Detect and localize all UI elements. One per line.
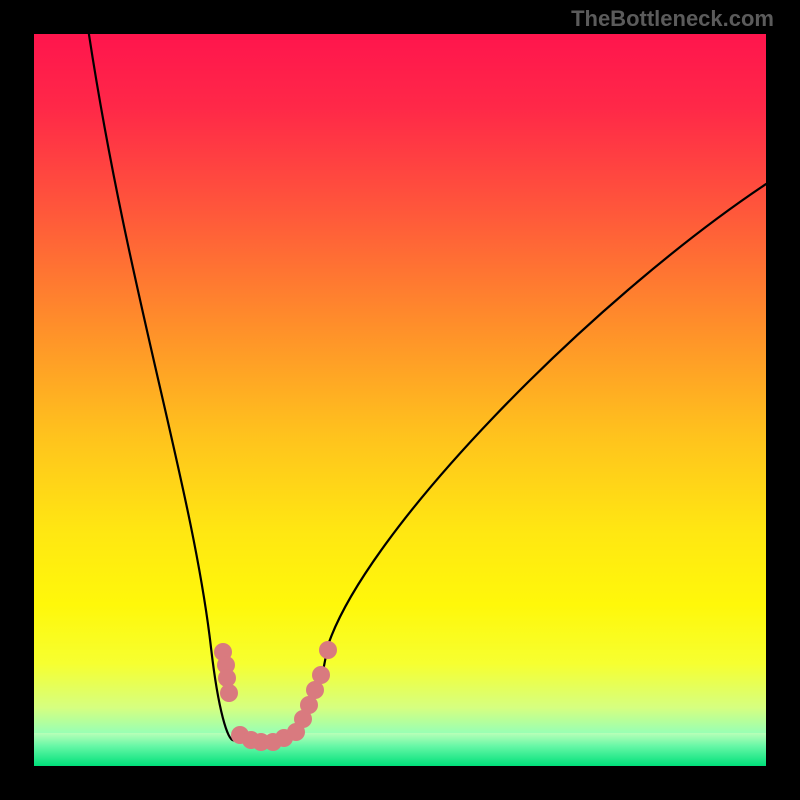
plot-area <box>34 34 766 766</box>
frame-left <box>0 0 34 800</box>
chart-stage: TheBottleneck.com <box>0 0 800 800</box>
bottleneck-curve <box>89 34 766 740</box>
curve-layer <box>34 34 766 766</box>
curve-marker <box>220 684 238 702</box>
curve-marker <box>312 666 330 684</box>
frame-right <box>766 0 800 800</box>
curve-marker <box>319 641 337 659</box>
frame-bottom <box>0 766 800 800</box>
watermark-text: TheBottleneck.com <box>571 6 774 32</box>
